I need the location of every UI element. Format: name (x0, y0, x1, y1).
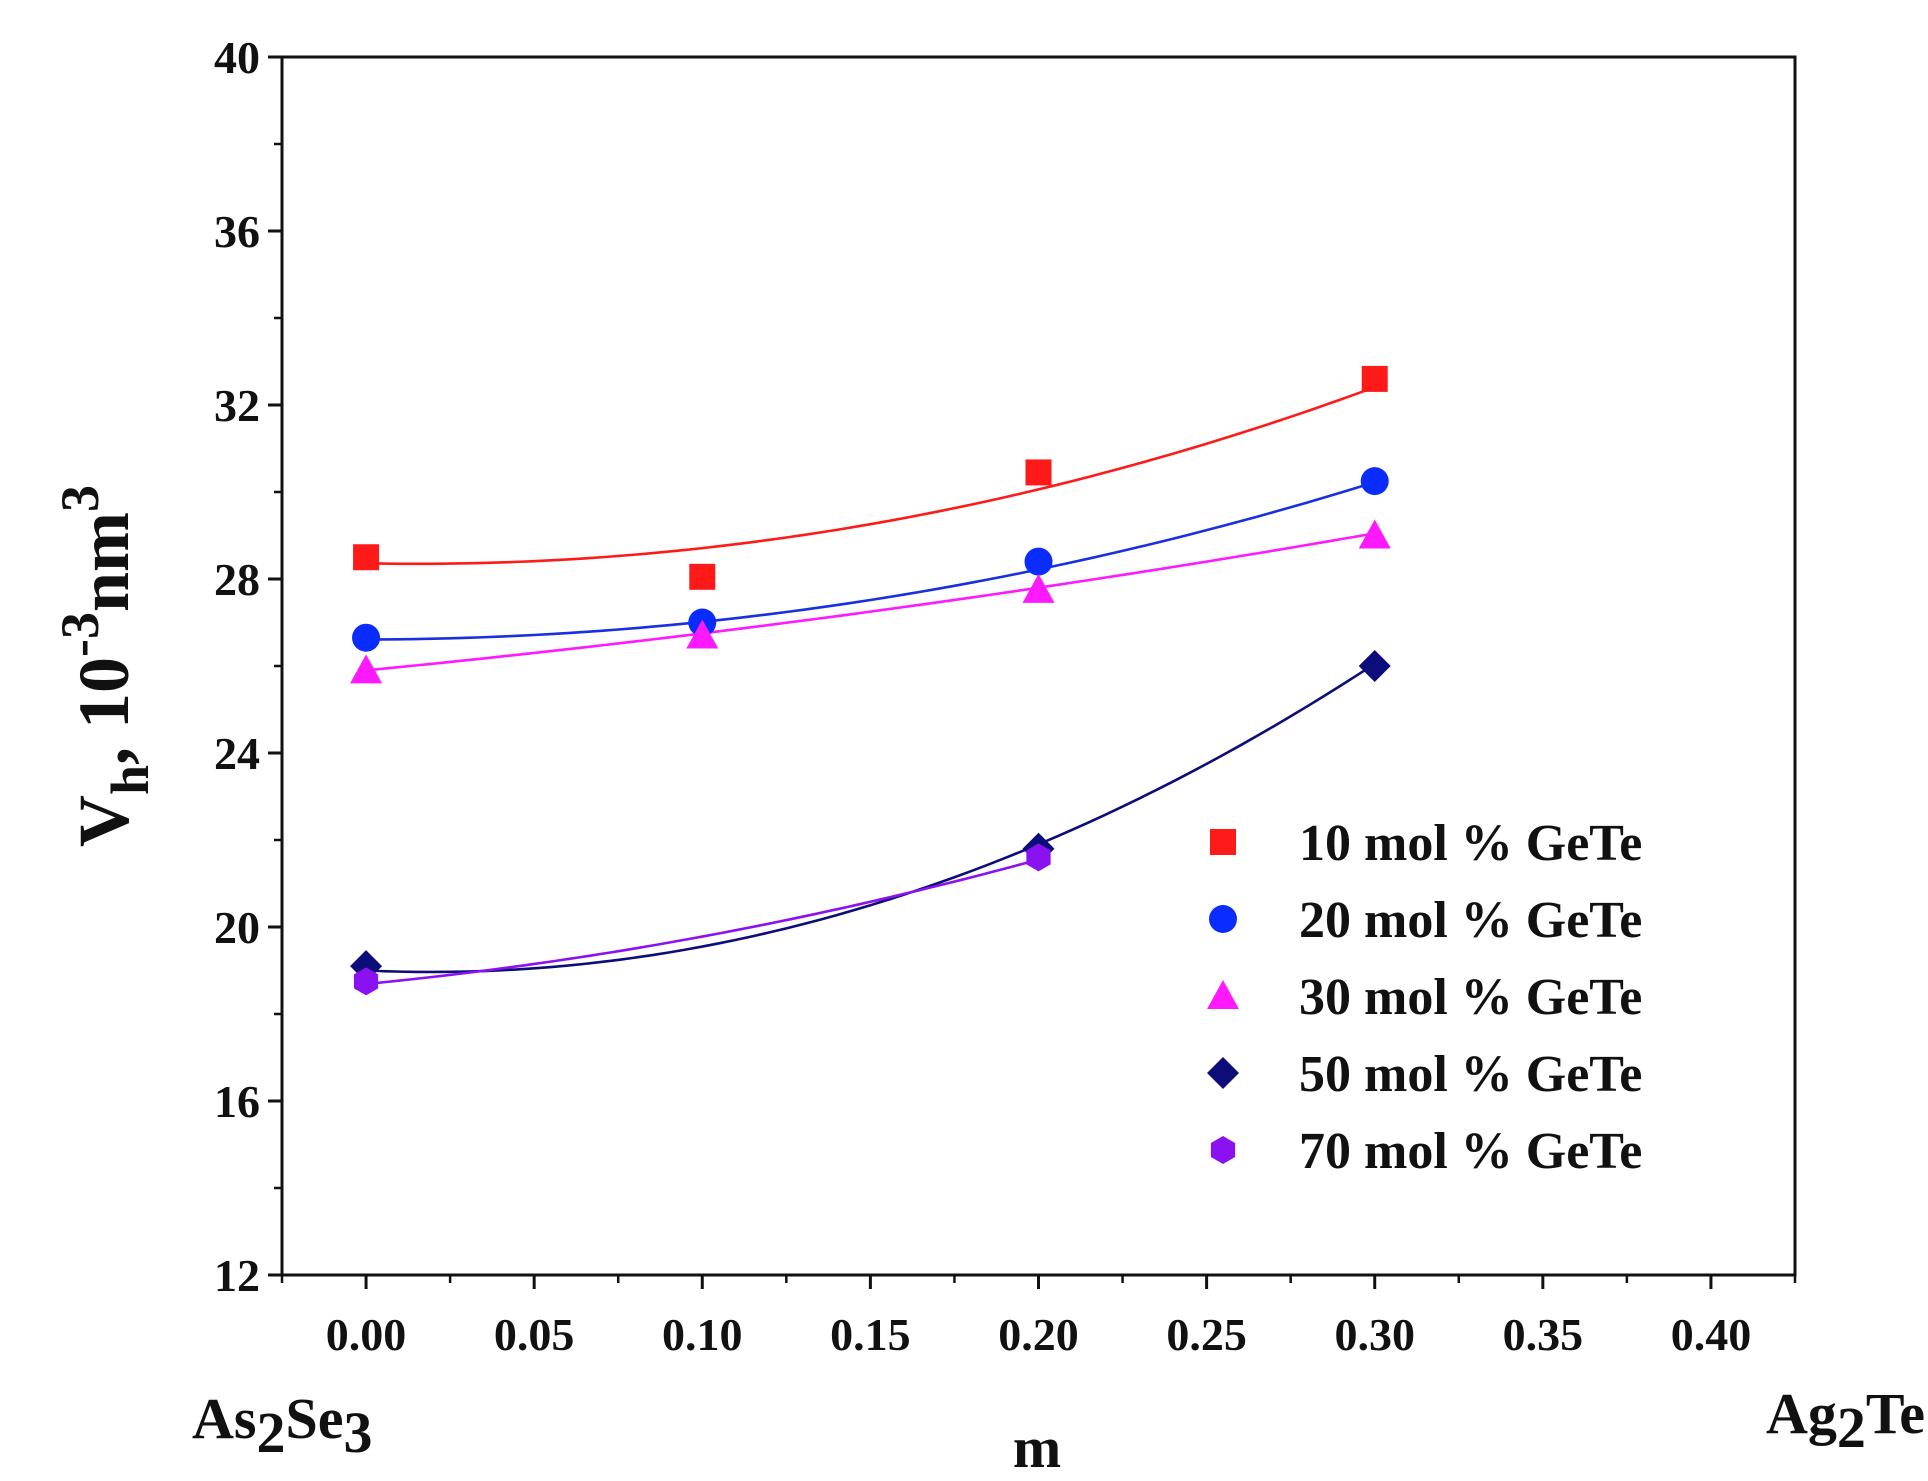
fit-line (366, 662, 1376, 974)
y-axis-title: Vh, 10-3nm3 (50, 485, 160, 847)
data-point (1358, 519, 1391, 549)
legend-marker (1210, 1136, 1236, 1164)
data-point (353, 544, 380, 571)
data-point (686, 619, 719, 649)
y-tick-label: 28 (214, 554, 260, 605)
legend-marker (1207, 980, 1239, 1009)
legend-label: 50 mol % GeTe (1299, 1046, 1642, 1103)
legend-label: 30 mol % GeTe (1299, 969, 1642, 1026)
data-point (1022, 573, 1055, 603)
data-point (1026, 843, 1051, 872)
y-tick-label: 24 (214, 728, 260, 779)
data-point (352, 623, 381, 652)
right-endmember-label: Ag2Te (1766, 1381, 1925, 1460)
data-point (353, 967, 379, 996)
x-tick-label: 0.15 (830, 1309, 911, 1360)
left-endmember-b-sub: 3 (343, 1400, 372, 1465)
x-tick-label: 0.30 (1334, 1309, 1415, 1360)
right-endmember-b: Te (1866, 1381, 1925, 1446)
y-tick-label: 40 (214, 32, 260, 83)
y-axis-title-sup1: -3 (50, 612, 110, 657)
x-axis-ticks: 0.00 0.05 0.10 0.15 0.20 0.25 0.30 0.35 0.40 (280, 1275, 1797, 1360)
legend-label: 70 mol % GeTe (1299, 1123, 1642, 1180)
data-point (1360, 467, 1389, 496)
data-point (350, 654, 383, 684)
data-point (689, 563, 716, 590)
data-point (1025, 459, 1052, 486)
left-endmember-b: Se (285, 1386, 343, 1451)
legend: 10 mol % GeTe 20 mol % GeTe 30 mol % GeTe 5… (1207, 815, 1642, 1180)
y-tick-label: 16 (214, 1076, 260, 1127)
left-endmember-a-sub: 2 (256, 1400, 285, 1465)
y-axis-title-sup2: 3 (50, 485, 110, 512)
legend-marker (1207, 1057, 1239, 1089)
right-endmember-a-sub: 2 (1837, 1395, 1866, 1460)
x-tick-label: 0.00 (326, 1309, 407, 1360)
legend-marker (1209, 905, 1237, 933)
y-tick-label: 12 (214, 1250, 260, 1301)
legend-label: 20 mol % GeTe (1299, 892, 1642, 949)
x-tick-label: 0.20 (998, 1309, 1079, 1360)
x-tick-label: 0.10 (662, 1309, 743, 1360)
right-endmember-a: Ag (1766, 1381, 1837, 1446)
y-axis-ticks: 12 16 20 24 28 32 36 40 (214, 32, 282, 1301)
x-axis-title: m (1013, 1415, 1061, 1480)
legend-marker (1210, 829, 1236, 855)
y-axis-title-main: V (64, 795, 144, 847)
y-tick-label: 20 (214, 902, 260, 953)
y-axis-title-rest: , 10 (64, 657, 144, 765)
data-markers (350, 365, 1391, 996)
y-axis-title-sub: h (100, 765, 160, 795)
left-endmember-a: As (192, 1386, 256, 1451)
fit-lines (365, 385, 1376, 986)
legend-label: 10 mol % GeTe (1299, 815, 1642, 872)
y-axis-title-unit: nm (64, 512, 144, 612)
fit-line (366, 480, 1376, 641)
data-point (1024, 547, 1053, 576)
y-tick-label: 36 (214, 206, 260, 257)
x-tick-label: 0.40 (1671, 1309, 1752, 1360)
left-endmember-label: As2Se3 (192, 1386, 372, 1465)
fit-line (366, 385, 1376, 566)
y-tick-label: 32 (214, 380, 260, 431)
x-tick-label: 0.05 (494, 1309, 575, 1360)
x-tick-label: 0.35 (1503, 1309, 1584, 1360)
x-tick-label: 0.25 (1166, 1309, 1247, 1360)
fit-line (365, 858, 1039, 986)
data-point (1358, 650, 1391, 682)
data-point (1361, 365, 1388, 392)
fit-line (365, 532, 1375, 672)
